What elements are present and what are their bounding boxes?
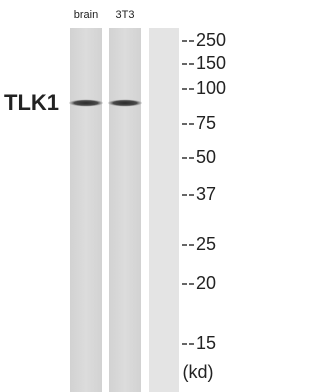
marker-label: 15: [196, 333, 216, 353]
marker-label: 250: [196, 30, 226, 50]
lane-label: 3T3: [116, 9, 135, 21]
lane-1: [70, 28, 102, 392]
band: [69, 100, 103, 107]
marker-label: 50: [196, 147, 216, 167]
protein-label: TLK1: [4, 90, 59, 115]
lane-2: [109, 28, 141, 392]
marker-label: 25: [196, 234, 216, 254]
markers: 250 150 100 75 50 37 25 20 15: [182, 30, 226, 353]
marker-label: 150: [196, 53, 226, 73]
lane-3: [149, 28, 179, 392]
page: TLK1 brain 3T3 250 150 100 75 50 37 25 20 15 (kd)…: [0, 0, 320, 392]
marker-label: 75: [196, 113, 216, 133]
lane-label: brain: [74, 9, 98, 21]
band: [108, 100, 142, 107]
marker-label: 20: [196, 273, 216, 293]
blot-figure: TLK1 brain 3T3 250 150 100 75 50 37 25 20 15 (kd): [0, 0, 241, 392]
marker-label: 100: [196, 78, 226, 98]
marker-label: 37: [196, 184, 216, 204]
unit-label: (kd): [183, 362, 214, 382]
lane-labels: brain 3T3: [74, 9, 135, 21]
